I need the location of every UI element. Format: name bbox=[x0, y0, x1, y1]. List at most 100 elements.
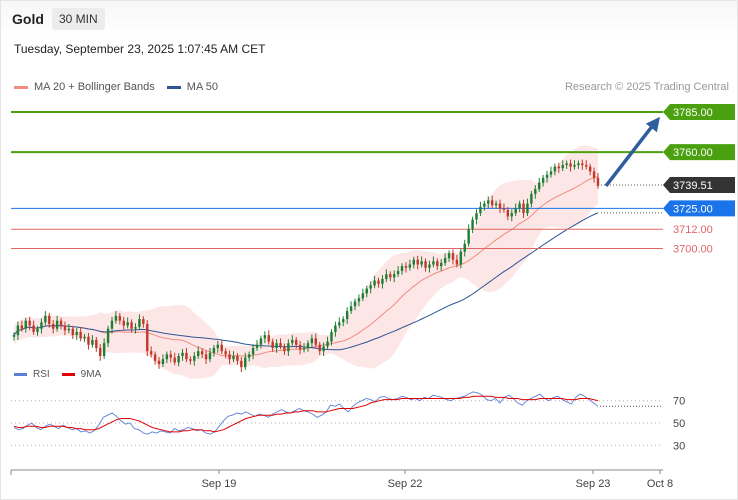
candle-body bbox=[79, 331, 82, 339]
candle-body bbox=[400, 266, 404, 271]
timestamp: Tuesday, September 23, 2025 1:07:45 AM C… bbox=[14, 42, 266, 56]
candle-body bbox=[40, 322, 43, 329]
candle-body bbox=[565, 163, 568, 166]
candle-body bbox=[585, 165, 588, 167]
candle-body bbox=[142, 319, 145, 324]
candle-body bbox=[189, 359, 192, 361]
candle-body bbox=[118, 315, 122, 321]
candle-body bbox=[24, 320, 27, 329]
candle-body bbox=[447, 253, 451, 259]
candle-body bbox=[106, 328, 110, 344]
candle-body bbox=[157, 360, 161, 365]
candle-body bbox=[220, 344, 223, 352]
candle-body bbox=[518, 203, 521, 209]
candle-body bbox=[416, 259, 419, 265]
candle-body bbox=[381, 278, 384, 284]
candle-body bbox=[153, 354, 157, 361]
candle-body bbox=[36, 328, 39, 332]
candle-body bbox=[396, 270, 400, 275]
legend-item-rsi-ma: 9MA bbox=[61, 369, 102, 380]
candle-body bbox=[490, 200, 494, 206]
candle-body bbox=[126, 322, 129, 326]
time-axis-label-Sep 22: Sep 22 bbox=[388, 478, 423, 490]
candle-body bbox=[365, 288, 368, 294]
candle-body bbox=[212, 347, 216, 353]
candle-body bbox=[455, 259, 459, 265]
candle-body bbox=[279, 343, 282, 347]
ma50-line bbox=[13, 212, 599, 351]
candle-body bbox=[334, 325, 337, 332]
legend-label-ma50: MA 50 bbox=[186, 81, 218, 93]
candle-body bbox=[577, 163, 580, 166]
forecast-arrow-shaft bbox=[604, 122, 656, 187]
candle-body bbox=[95, 339, 98, 348]
bollinger-band bbox=[14, 145, 598, 379]
candle-body bbox=[146, 323, 149, 352]
candle-body bbox=[291, 339, 294, 344]
last-price-tag bbox=[663, 177, 735, 194]
legend-label-rsi-ma: 9MA bbox=[80, 369, 102, 380]
candle-body bbox=[177, 356, 180, 363]
candle-body bbox=[71, 328, 75, 336]
candle-body bbox=[596, 177, 600, 186]
candle-body bbox=[592, 171, 596, 178]
timeframe-badge[interactable]: 30 MIN bbox=[52, 8, 105, 30]
rsi-tick-50: 50 bbox=[673, 418, 685, 430]
level-label-3700.00: 3700.00 bbox=[673, 243, 713, 255]
candle-body bbox=[385, 274, 388, 279]
candle-body bbox=[63, 325, 67, 331]
candle-body bbox=[255, 344, 259, 348]
candles bbox=[12, 159, 600, 373]
candle-body bbox=[240, 360, 243, 368]
candle-body bbox=[557, 166, 561, 169]
legend-label-rsi: RSI bbox=[33, 369, 50, 380]
candle-body bbox=[232, 356, 235, 360]
candle-body bbox=[283, 346, 286, 352]
candle-body bbox=[314, 338, 318, 345]
candle-body bbox=[134, 327, 137, 329]
candle-body bbox=[102, 343, 106, 356]
level-tag-3760.00 bbox=[663, 144, 735, 161]
rsi-ma-line bbox=[13, 395, 599, 433]
level-label-3712.00: 3712.00 bbox=[673, 224, 713, 236]
rsi-legend: RSI 9MA bbox=[14, 369, 113, 380]
legend-item-rsi: RSI bbox=[14, 369, 50, 380]
candle-body bbox=[275, 343, 278, 348]
candle-body bbox=[553, 166, 557, 172]
ma20-line bbox=[13, 176, 599, 357]
candle-body bbox=[259, 338, 263, 345]
candle-body bbox=[537, 182, 541, 190]
chart-header: Gold 30 MIN bbox=[1, 1, 737, 37]
candle-body bbox=[342, 319, 345, 323]
candle-body bbox=[514, 208, 517, 214]
legend-item-ma50: MA 50 bbox=[166, 81, 218, 93]
level-tag-3785.00 bbox=[663, 104, 735, 121]
candle-body bbox=[420, 261, 423, 265]
candle-body bbox=[20, 325, 24, 329]
rsi-tick-70: 70 bbox=[673, 396, 685, 408]
candle-body bbox=[110, 320, 114, 329]
candle-body bbox=[436, 261, 439, 267]
candle-body bbox=[541, 177, 545, 183]
forecast-arrow-head bbox=[645, 116, 660, 133]
candle-body bbox=[463, 243, 466, 252]
candle-body bbox=[389, 274, 392, 278]
candle-body bbox=[83, 336, 86, 339]
candle-body bbox=[530, 193, 533, 204]
candle-body bbox=[483, 203, 486, 207]
candle-body bbox=[44, 315, 47, 323]
level-label-3725.00: 3725.00 bbox=[673, 203, 713, 215]
candle-body bbox=[443, 258, 447, 263]
candle-body bbox=[228, 354, 231, 360]
candle-body bbox=[87, 336, 90, 345]
candle-body bbox=[28, 320, 31, 326]
candle-body bbox=[204, 354, 208, 360]
candle-body bbox=[196, 351, 200, 356]
candle-body bbox=[51, 323, 55, 329]
candle-body bbox=[130, 322, 133, 329]
candle-body bbox=[432, 261, 435, 265]
candle-body bbox=[545, 174, 549, 178]
level-label-3760.00: 3760.00 bbox=[673, 147, 713, 159]
rsi-line bbox=[13, 391, 599, 435]
